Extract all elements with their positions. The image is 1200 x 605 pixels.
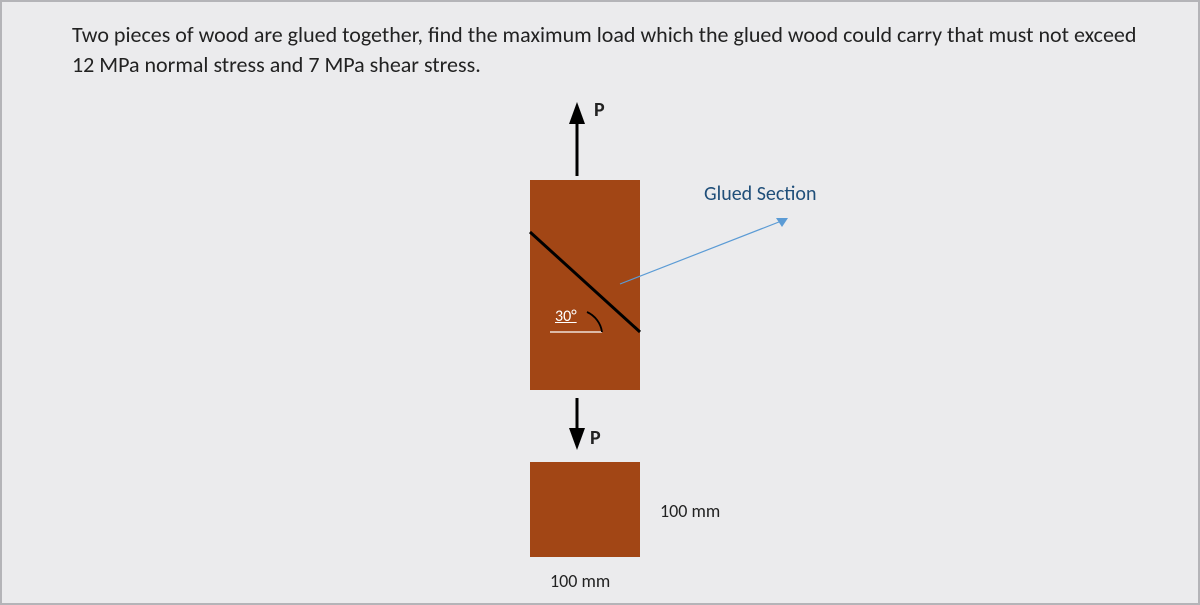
label-dim-bottom: 100 mm xyxy=(550,570,610,592)
glued-annotation-arrow xyxy=(620,220,784,284)
wood-block-crosssection xyxy=(530,462,640,557)
label-dim-side: 100 mm xyxy=(660,500,720,522)
label-P-top: P xyxy=(594,98,605,122)
force-arrow-top-head xyxy=(569,102,585,124)
label-angle: 30° xyxy=(555,307,577,326)
page-container: Two pieces of wood are glued together, f… xyxy=(0,0,1200,605)
label-glued-section: Glued Section xyxy=(704,182,817,206)
label-P-bottom: P xyxy=(590,426,601,450)
diagram-svg xyxy=(2,2,1200,605)
wood-block-main xyxy=(530,180,640,390)
force-arrow-bottom-head xyxy=(569,428,585,450)
